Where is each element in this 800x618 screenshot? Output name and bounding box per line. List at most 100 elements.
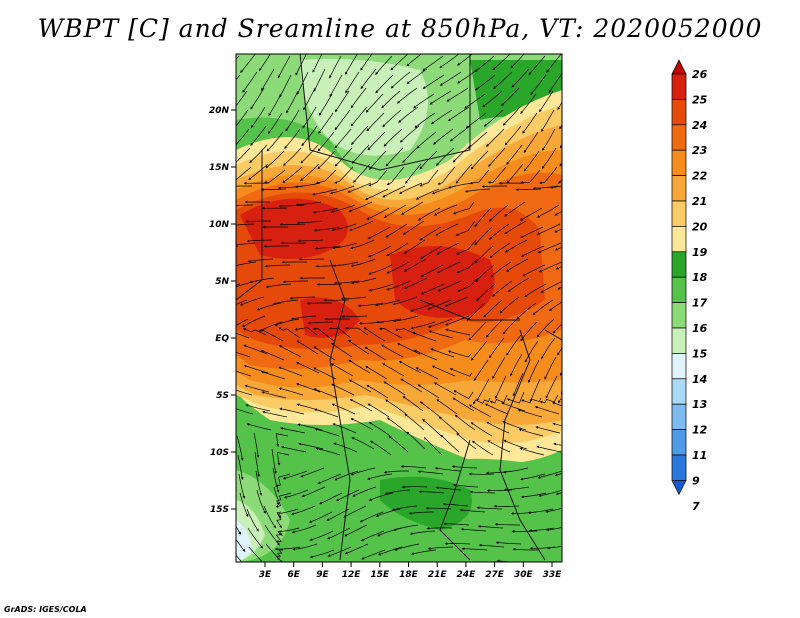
streamline <box>485 318 504 338</box>
streamline <box>386 242 409 256</box>
streamline <box>285 109 300 132</box>
streamline <box>386 166 405 185</box>
streamline <box>520 169 541 184</box>
streamline <box>557 398 562 404</box>
colorbar-label: 22 <box>692 170 708 183</box>
colorbar-segment <box>671 454 687 481</box>
streamline <box>314 428 340 437</box>
streamline <box>263 505 276 529</box>
streamline <box>375 74 394 94</box>
streamline <box>412 331 437 342</box>
streamline <box>236 318 249 326</box>
streamline <box>365 365 388 380</box>
streamline <box>383 381 406 396</box>
streamline <box>300 467 325 478</box>
streamline <box>313 226 340 232</box>
streamline <box>329 74 343 98</box>
streamline <box>368 169 388 187</box>
streamline <box>536 223 561 235</box>
streamline <box>537 242 562 254</box>
streamline <box>461 547 488 551</box>
streamline <box>417 470 444 475</box>
streamline <box>350 106 368 127</box>
streamline <box>437 166 456 185</box>
streamline <box>245 404 271 412</box>
streamline <box>278 204 305 208</box>
lat-tick-label: 15N <box>209 163 230 173</box>
colorbar-label: 25 <box>692 93 708 106</box>
streamline <box>296 340 319 355</box>
streamline <box>474 74 496 91</box>
streamline <box>390 54 409 71</box>
streamline <box>423 437 443 456</box>
streamline <box>545 507 562 513</box>
streamline <box>401 201 424 215</box>
streamline <box>211 189 235 191</box>
streamline <box>386 417 408 434</box>
streamline <box>344 524 368 537</box>
streamline <box>375 508 401 517</box>
streamline <box>504 239 528 253</box>
streamline <box>256 302 282 311</box>
streamline <box>250 125 267 146</box>
streamline <box>494 522 520 526</box>
colorbar-label: 16 <box>692 322 708 335</box>
streamline <box>326 508 350 521</box>
streamline <box>236 147 251 163</box>
streamline <box>420 283 445 295</box>
streamline <box>429 90 452 105</box>
streamline <box>506 334 522 356</box>
streamline <box>523 131 539 153</box>
streamline <box>503 439 528 450</box>
streamline <box>368 283 394 292</box>
streamline <box>244 384 270 393</box>
streamline <box>350 418 374 431</box>
lon-tick-label: 3E <box>259 570 272 580</box>
streamline <box>489 242 511 259</box>
lon-tick-label: 12E <box>342 570 362 580</box>
streamline <box>456 432 477 450</box>
streamline <box>271 448 277 475</box>
streamline <box>409 302 435 312</box>
streamline <box>334 470 359 481</box>
streamline <box>313 346 336 361</box>
streamline <box>290 315 317 320</box>
streamline <box>318 112 334 134</box>
streamline <box>255 470 263 496</box>
streamline <box>250 106 266 129</box>
streamline <box>555 492 562 495</box>
streamline <box>256 489 266 514</box>
streamline <box>541 109 555 132</box>
streamline <box>296 362 320 374</box>
streamline <box>427 299 452 310</box>
streamline <box>386 280 411 291</box>
streamline <box>279 407 305 415</box>
streamline <box>481 185 507 188</box>
streamline <box>347 339 370 355</box>
streamline <box>341 315 368 318</box>
streamline <box>329 185 355 195</box>
streamline <box>528 527 555 532</box>
streamline <box>309 549 335 559</box>
streamline <box>464 188 491 193</box>
streamline <box>464 569 488 570</box>
streamline <box>437 261 461 274</box>
streamline <box>265 150 285 169</box>
streamline <box>449 125 471 142</box>
streamline <box>472 397 491 405</box>
streamline <box>492 54 511 71</box>
streamline <box>408 511 434 515</box>
streamline <box>447 106 470 122</box>
streamline <box>476 378 490 402</box>
streamline <box>453 390 474 400</box>
streamline <box>544 356 557 380</box>
streamline <box>331 223 357 232</box>
streamline <box>402 396 424 412</box>
streamline <box>345 71 360 94</box>
streamline <box>236 525 242 535</box>
streamline <box>520 473 546 481</box>
streamline <box>528 359 540 383</box>
streamline <box>553 442 562 446</box>
streamline <box>567 69 580 89</box>
streamline <box>331 403 356 415</box>
